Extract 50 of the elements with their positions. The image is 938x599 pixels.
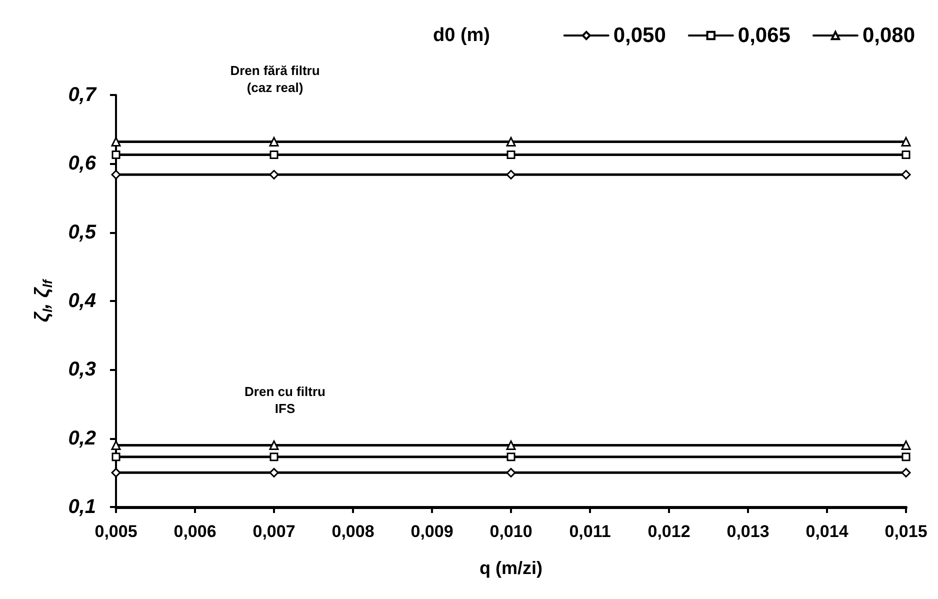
point — [506, 452, 516, 462]
x-tick-label: 0,014 — [806, 522, 849, 541]
x-tick-label: 0,008 — [332, 522, 374, 541]
point — [111, 136, 121, 146]
point — [111, 170, 121, 180]
y-tick-label: 0,3 — [68, 358, 96, 381]
annotation: Dren cu filtru IFS — [244, 384, 326, 416]
x-tick-label: 0,013 — [726, 522, 770, 541]
y-tick-label: 0,5 — [68, 221, 97, 244]
point — [269, 136, 279, 146]
point — [112, 452, 120, 462]
y-tick-label: 0,4 — [68, 290, 96, 312]
point — [111, 468, 121, 478]
x-tick-label: 0,012 — [648, 522, 690, 541]
point — [506, 150, 516, 159]
x-tick-label: 0,005 — [94, 522, 138, 541]
y-tick-label: 0,7 — [68, 84, 97, 106]
point — [270, 452, 278, 462]
point — [902, 150, 910, 159]
x-tick-label: 0,007 — [252, 522, 296, 541]
x-axis-title: q (m/zi) — [480, 558, 542, 578]
point — [901, 468, 911, 478]
legend-label: 0,050 — [613, 24, 666, 47]
point — [506, 170, 516, 180]
legend-label: 0,080 — [862, 24, 916, 47]
point — [902, 452, 910, 462]
point — [269, 440, 279, 450]
y-tick-label: 0,1 — [68, 496, 96, 518]
point — [901, 136, 911, 146]
point — [112, 150, 120, 159]
point — [901, 440, 911, 450]
y-tick-label: 0,2 — [68, 427, 96, 450]
x-tick-label: 0,009 — [410, 522, 454, 541]
text: Dren fără filtru (caz real) — [230, 63, 320, 95]
point — [901, 170, 911, 180]
legend-title: d0 (m) — [433, 25, 490, 46]
point — [111, 440, 121, 450]
x-tick-label: 0,015 — [884, 522, 928, 541]
point — [269, 170, 279, 180]
x-tick-label: 0,010 — [490, 522, 532, 541]
point — [270, 150, 278, 159]
point — [506, 440, 516, 450]
legend-label: 0,065 — [738, 24, 791, 47]
point — [506, 468, 516, 478]
x-tick-label: 0,006 — [174, 522, 216, 541]
y-axis-title: ζl, ζlf — [32, 278, 55, 322]
point — [506, 136, 516, 146]
point — [269, 468, 279, 478]
y-tick-label: 0,6 — [68, 152, 97, 175]
x-tick-label: 0,011 — [569, 522, 611, 541]
